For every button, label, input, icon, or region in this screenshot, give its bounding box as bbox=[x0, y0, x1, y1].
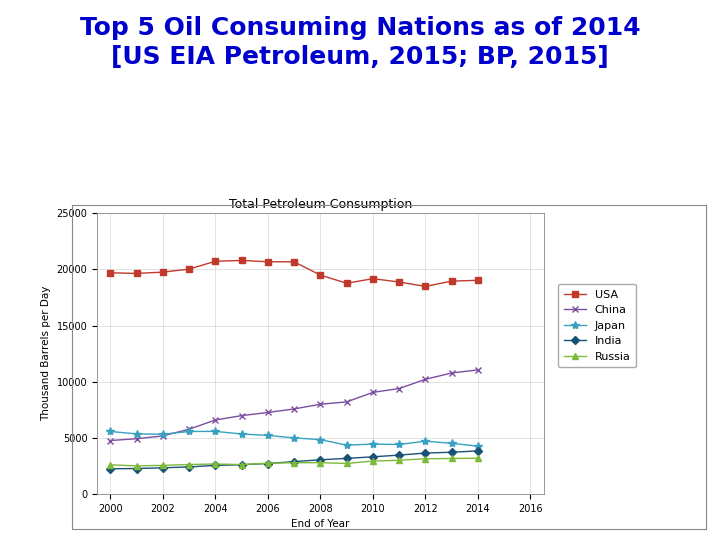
USA bbox=[342, 280, 351, 287]
USA bbox=[474, 277, 482, 284]
China bbox=[395, 385, 403, 392]
India bbox=[264, 460, 272, 467]
Russia bbox=[369, 458, 377, 464]
Russia bbox=[395, 457, 403, 463]
USA bbox=[185, 266, 194, 272]
Russia bbox=[158, 462, 167, 469]
Line: USA: USA bbox=[107, 258, 481, 289]
India bbox=[132, 465, 141, 472]
Russia bbox=[132, 463, 141, 469]
China bbox=[106, 437, 114, 444]
USA bbox=[158, 269, 167, 275]
Japan bbox=[395, 441, 403, 448]
Japan bbox=[132, 431, 141, 437]
Line: Japan: Japan bbox=[106, 427, 482, 450]
Russia bbox=[211, 461, 220, 467]
X-axis label: End of Year: End of Year bbox=[291, 519, 350, 529]
Title: Total Petroleum Consumption: Total Petroleum Consumption bbox=[229, 198, 412, 211]
India bbox=[447, 449, 456, 455]
USA bbox=[290, 259, 299, 265]
Japan bbox=[290, 435, 299, 441]
India bbox=[316, 456, 325, 463]
Russia bbox=[238, 461, 246, 468]
Russia bbox=[421, 456, 430, 462]
Japan bbox=[342, 442, 351, 448]
Japan bbox=[185, 428, 194, 435]
India bbox=[238, 462, 246, 468]
Japan bbox=[369, 441, 377, 447]
China bbox=[185, 426, 194, 433]
Line: China: China bbox=[107, 367, 482, 444]
Line: Russia: Russia bbox=[107, 455, 481, 469]
Russia bbox=[290, 460, 299, 466]
USA bbox=[447, 278, 456, 285]
USA bbox=[132, 270, 141, 276]
India bbox=[158, 464, 167, 471]
Russia bbox=[474, 455, 482, 462]
Japan bbox=[158, 431, 167, 437]
Russia bbox=[316, 460, 325, 466]
Japan bbox=[238, 431, 246, 437]
India bbox=[474, 448, 482, 454]
Japan bbox=[264, 432, 272, 438]
China bbox=[158, 433, 167, 439]
China bbox=[447, 370, 456, 376]
China bbox=[316, 401, 325, 408]
China bbox=[474, 367, 482, 373]
Russia bbox=[106, 462, 114, 468]
Japan bbox=[447, 440, 456, 447]
Russia bbox=[447, 455, 456, 462]
China bbox=[132, 435, 141, 442]
Japan bbox=[211, 428, 220, 435]
China bbox=[264, 409, 272, 416]
Japan bbox=[474, 443, 482, 449]
USA bbox=[421, 283, 430, 289]
India bbox=[421, 450, 430, 456]
China bbox=[369, 389, 377, 396]
Russia bbox=[185, 461, 194, 468]
Japan bbox=[106, 428, 114, 435]
Legend: USA, China, Japan, India, Russia: USA, China, Japan, India, Russia bbox=[558, 284, 636, 367]
India bbox=[369, 454, 377, 460]
USA bbox=[264, 259, 272, 265]
Japan bbox=[421, 438, 430, 444]
China bbox=[290, 406, 299, 412]
China bbox=[238, 413, 246, 419]
Russia bbox=[342, 460, 351, 467]
Y-axis label: Thousand Barrels per Day: Thousand Barrels per Day bbox=[41, 286, 51, 421]
USA bbox=[316, 272, 325, 278]
India bbox=[290, 458, 299, 465]
Line: India: India bbox=[107, 448, 481, 471]
Text: Top 5 Oil Consuming Nations as of 2014
[US EIA Petroleum, 2015; BP, 2015]: Top 5 Oil Consuming Nations as of 2014 [… bbox=[80, 16, 640, 69]
China bbox=[421, 376, 430, 382]
Japan bbox=[316, 436, 325, 443]
India bbox=[342, 455, 351, 462]
USA bbox=[369, 275, 377, 282]
India bbox=[106, 465, 114, 472]
Russia bbox=[264, 460, 272, 467]
USA bbox=[211, 258, 220, 265]
USA bbox=[106, 269, 114, 276]
China bbox=[211, 417, 220, 423]
India bbox=[211, 462, 220, 469]
USA bbox=[238, 257, 246, 264]
USA bbox=[395, 279, 403, 285]
India bbox=[395, 452, 403, 458]
India bbox=[185, 464, 194, 470]
China bbox=[342, 399, 351, 405]
